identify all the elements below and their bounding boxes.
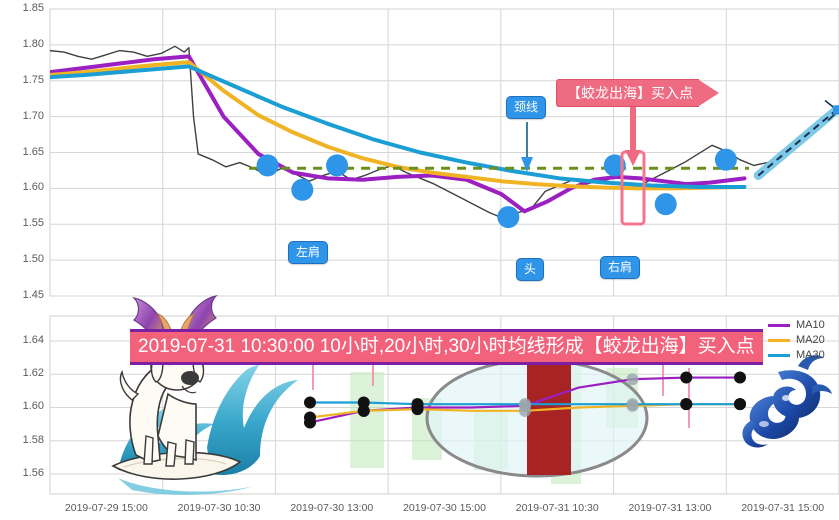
target-projection-arrow: [753, 99, 839, 180]
neckline-connector: [521, 122, 533, 172]
ma-point: [734, 371, 746, 384]
y-tick-1.65: 1.65: [22, 145, 44, 158]
y-tick-1.85: 1.85: [22, 2, 44, 14]
y-tick-1.58: 1.58: [22, 433, 44, 446]
y-tick-1.50: 1.50: [22, 253, 44, 266]
legend-swatch-MA30: [768, 354, 790, 357]
x-tick-0: 2019-07-29 15:00: [64, 502, 148, 514]
y-tick-1.56: 1.56: [22, 467, 44, 480]
ma-point: [411, 398, 424, 411]
pattern-markers: [256, 148, 737, 229]
ma-panel-points: [304, 371, 746, 429]
price-panel-series: [50, 45, 838, 220]
legend-label: MA30: [796, 349, 825, 361]
pattern-dot: [654, 193, 677, 216]
pattern-dot: [256, 154, 279, 177]
pattern-dot: [603, 154, 626, 177]
blue-chinese-dragon: [742, 355, 832, 448]
legend-item-MA30[interactable]: MA30: [768, 348, 825, 363]
buy-point-banner[interactable]: 【蛟龙出海】买入点: [556, 79, 719, 107]
right-shoulder-label[interactable]: 右肩: [600, 256, 641, 279]
y-tick-1.60: 1.60: [22, 400, 44, 413]
legend-swatch-MA20: [768, 339, 790, 342]
y-tick-1.75: 1.75: [22, 73, 44, 86]
x-tick-4: 2019-07-31 10:30: [515, 502, 599, 514]
y-tick-1.45: 1.45: [22, 289, 44, 301]
ma-point: [680, 371, 693, 384]
legend-label: MA10: [796, 319, 825, 331]
ma-point: [680, 398, 693, 411]
buy-arrow-stem: [625, 104, 641, 166]
head-label[interactable]: 头: [516, 258, 545, 281]
signal-bar: [527, 364, 571, 475]
y-tick-1.55: 1.55: [22, 217, 44, 230]
signal-title-banner: 2019-07-31 10:30:00 10小时,20小时,30小时均线形成【蛟…: [130, 329, 763, 365]
x-tick-1: 2019-07-30 10:30: [177, 502, 261, 514]
x-tick-3: 2019-07-30 15:00: [403, 502, 486, 514]
buy-point-banner-text: 【蛟龙出海】买入点: [556, 79, 699, 107]
arrow-head-icon: [699, 80, 719, 106]
ma-point: [357, 396, 370, 409]
x-tick-2: 2019-07-30 13:00: [290, 502, 374, 514]
y-tick-1.62: 1.62: [22, 367, 44, 380]
green-zone: [350, 372, 384, 468]
ma-point: [626, 398, 639, 411]
neckline-label[interactable]: 颈线: [506, 96, 547, 119]
ma-point: [519, 398, 531, 411]
pattern-dot: [714, 148, 737, 171]
surfing-dog-dragon-horns: [111, 295, 298, 495]
x-tick-5: 2019-07-31 13:00: [628, 502, 712, 514]
y-tick-1.70: 1.70: [22, 109, 44, 122]
ma-point: [304, 411, 316, 424]
x-tick-6: 2019-07-31 15:00: [741, 502, 825, 514]
legend-item-MA20[interactable]: MA20: [768, 333, 825, 348]
pattern-dot: [291, 178, 314, 201]
ma-point: [734, 398, 746, 411]
pattern-dot: [326, 154, 349, 177]
ma-point: [626, 373, 639, 386]
y-tick-1.80: 1.80: [22, 37, 44, 50]
left-shoulder-label[interactable]: 左肩: [288, 241, 329, 264]
y-tick-1.64: 1.64: [22, 333, 44, 346]
series-price: [50, 45, 838, 220]
y-tick-1.60: 1.60: [22, 181, 44, 194]
ma-point: [304, 396, 316, 409]
legend-label: MA20: [796, 334, 825, 346]
legend-item-MA10[interactable]: MA10: [768, 318, 825, 333]
ma-legend: MA10 MA20 MA30: [768, 318, 825, 363]
ma-point: [357, 404, 370, 417]
legend-swatch-MA10: [768, 324, 790, 327]
pattern-dot: [497, 206, 520, 229]
